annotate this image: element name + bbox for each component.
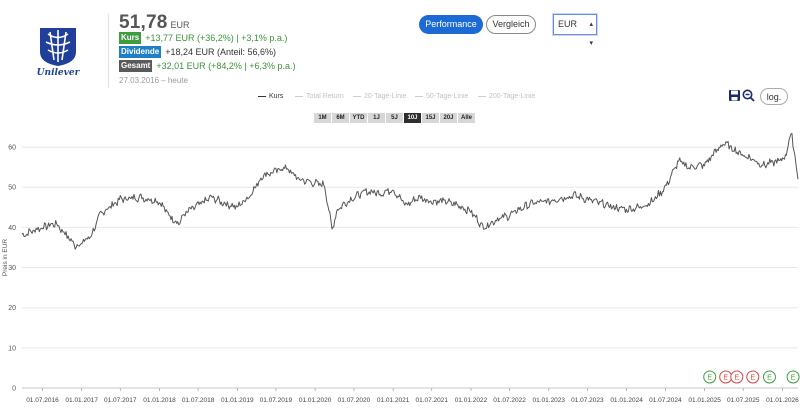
range-button-ytd[interactable]: YTD <box>350 113 367 123</box>
legend-item-total-return[interactable]: Total Return <box>295 93 344 100</box>
range-button-10j[interactable]: 10J <box>404 113 421 123</box>
event-marker-label: E <box>767 375 772 382</box>
x-tick-label: 01.07.2022 <box>493 397 526 404</box>
y-tick-label: 40 <box>8 225 16 232</box>
range-button-1j[interactable]: 1J <box>368 113 385 123</box>
legend-label: 50-Tage-Linie <box>426 93 469 100</box>
event-marker-label: E <box>723 375 728 382</box>
x-tick-label: 01.01.2023 <box>533 397 566 404</box>
range-button-5j[interactable]: 5J <box>386 113 403 123</box>
y-tick-label: 50 <box>8 185 16 192</box>
stat-value-kurs: +13,77 EUR (+36,2%) | +3,1% p.a.) <box>145 33 288 43</box>
x-tick-label: 01.01.2018 <box>143 397 176 404</box>
currency-select-value: EUR <box>558 19 578 29</box>
y-tick-label: 30 <box>8 265 16 272</box>
x-tick-label: 01.07.2025 <box>727 397 760 404</box>
performance-button[interactable]: Performance <box>419 15 483 34</box>
zoom-out-icon[interactable] <box>742 89 755 102</box>
x-tick-label: 01.07.2020 <box>338 397 371 404</box>
event-marker-label: E <box>734 375 739 382</box>
x-tick-label: 01.07.2023 <box>571 397 604 404</box>
y-tick-label: 20 <box>8 305 16 312</box>
legend-label: Total Return <box>306 93 344 100</box>
range-button-20j[interactable]: 20J <box>440 113 457 123</box>
legend-swatch <box>478 95 486 98</box>
price-display: 51,78 EUR <box>119 12 190 34</box>
event-marker <box>762 370 776 384</box>
price-currency: EUR <box>170 20 190 30</box>
legend-swatch <box>258 95 266 98</box>
save-icon[interactable] <box>728 89 741 102</box>
range-selector: 1M 6M YTD 1J 5J 10J 15J 20J Alle <box>314 113 476 123</box>
x-tick-label: 01.07.2021 <box>415 397 448 404</box>
stat-value-dividende: +18,24 EUR (Anteil: 56,6%) <box>165 47 277 57</box>
x-tick-label: 01.01.2025 <box>688 397 721 404</box>
chart-legend: Kurs Total Return 20-Tage-Linie 50-Tage-… <box>0 93 800 105</box>
legend-label: 200-Tage-Linie <box>489 93 536 100</box>
x-tick-label: 01.01.2019 <box>221 397 254 404</box>
event-marker <box>703 370 717 384</box>
event-marker <box>786 370 800 384</box>
legend-item-20-tage[interactable]: 20-Tage-Linie <box>353 93 406 100</box>
event-marker-label: E <box>750 375 755 382</box>
x-tick-label: 01.01.2017 <box>65 397 98 404</box>
stat-tag-kurs: Kurs <box>119 32 142 44</box>
x-tick-label: 01.01.2021 <box>377 397 410 404</box>
select-arrows-icon: ▴ ▾ <box>589 21 593 47</box>
legend-swatch <box>415 95 423 98</box>
unilever-logo: Unilever <box>37 28 81 76</box>
legend-item-200-tage[interactable]: 200-Tage-Linie <box>478 93 535 100</box>
y-tick-label: 0 <box>12 386 16 393</box>
x-tick-label: 01.07.2024 <box>649 397 682 404</box>
x-tick-label: 01.01.2020 <box>299 397 332 404</box>
period-label: 27.03.2016 – heute <box>119 76 188 85</box>
x-tick-label: 01.01.2026 <box>766 397 799 404</box>
y-tick-label: 60 <box>8 145 16 152</box>
stat-tag-gesamt: Gesamt <box>119 60 153 72</box>
legend-item-kurs[interactable]: Kurs <box>258 93 283 100</box>
header-divider <box>108 14 109 88</box>
range-button-1m[interactable]: 1M <box>314 113 331 123</box>
legend-swatch <box>353 95 361 98</box>
range-button-15j[interactable]: 15J <box>422 113 439 123</box>
legend-item-50-tage[interactable]: 50-Tage-Linie <box>415 93 468 100</box>
event-marker <box>746 370 760 384</box>
x-tick-label: 01.07.2018 <box>182 397 215 404</box>
range-button-alle[interactable]: Alle <box>458 113 475 123</box>
x-tick-label: 01.07.2017 <box>104 397 137 404</box>
log-scale-button[interactable]: log. <box>760 88 788 105</box>
event-marker-label: E <box>707 375 712 382</box>
event-marker <box>730 370 744 384</box>
stat-kurs: Kurs +13,77 EUR (+36,2%) | +3,1% p.a.) <box>119 32 287 44</box>
legend-swatch <box>295 95 303 98</box>
compare-button[interactable]: Vergleich <box>486 15 536 34</box>
x-tick-label: 01.07.2016 <box>26 397 59 404</box>
x-tick-label: 01.07.2019 <box>260 397 293 404</box>
series-line-kurs <box>21 133 799 250</box>
stat-dividende: Dividende +18,24 EUR (Anteil: 56,6%) <box>119 46 276 58</box>
y-tick-label: 10 <box>8 345 16 352</box>
legend-label: 20-Tage-Linie <box>364 93 407 100</box>
x-tick-label: 01.01.2024 <box>610 397 643 404</box>
event-marker-label: E <box>791 375 796 382</box>
stat-value-gesamt: +32,01 EUR (+84,2% | +6,3% p.a.) <box>156 61 296 71</box>
stat-gesamt: Gesamt +32,01 EUR (+84,2% | +6,3% p.a.) <box>119 60 296 72</box>
current-price: 51,78 <box>119 12 168 33</box>
logo-wordmark: Unilever <box>37 68 81 76</box>
stat-tag-dividende: Dividende <box>119 46 162 58</box>
y-axis-title: Preis in EUR <box>2 239 9 277</box>
price-chart[interactable]: 0 10 20 30 40 50 60 Preis in EUR 01.07.2016 01.01… <box>0 125 800 410</box>
currency-select[interactable]: EUR ▴ ▾ <box>553 14 597 47</box>
x-tick-label: 01.01.2022 <box>455 397 488 404</box>
legend-label: Kurs <box>269 93 284 100</box>
range-button-6m[interactable]: 6M <box>332 113 349 123</box>
